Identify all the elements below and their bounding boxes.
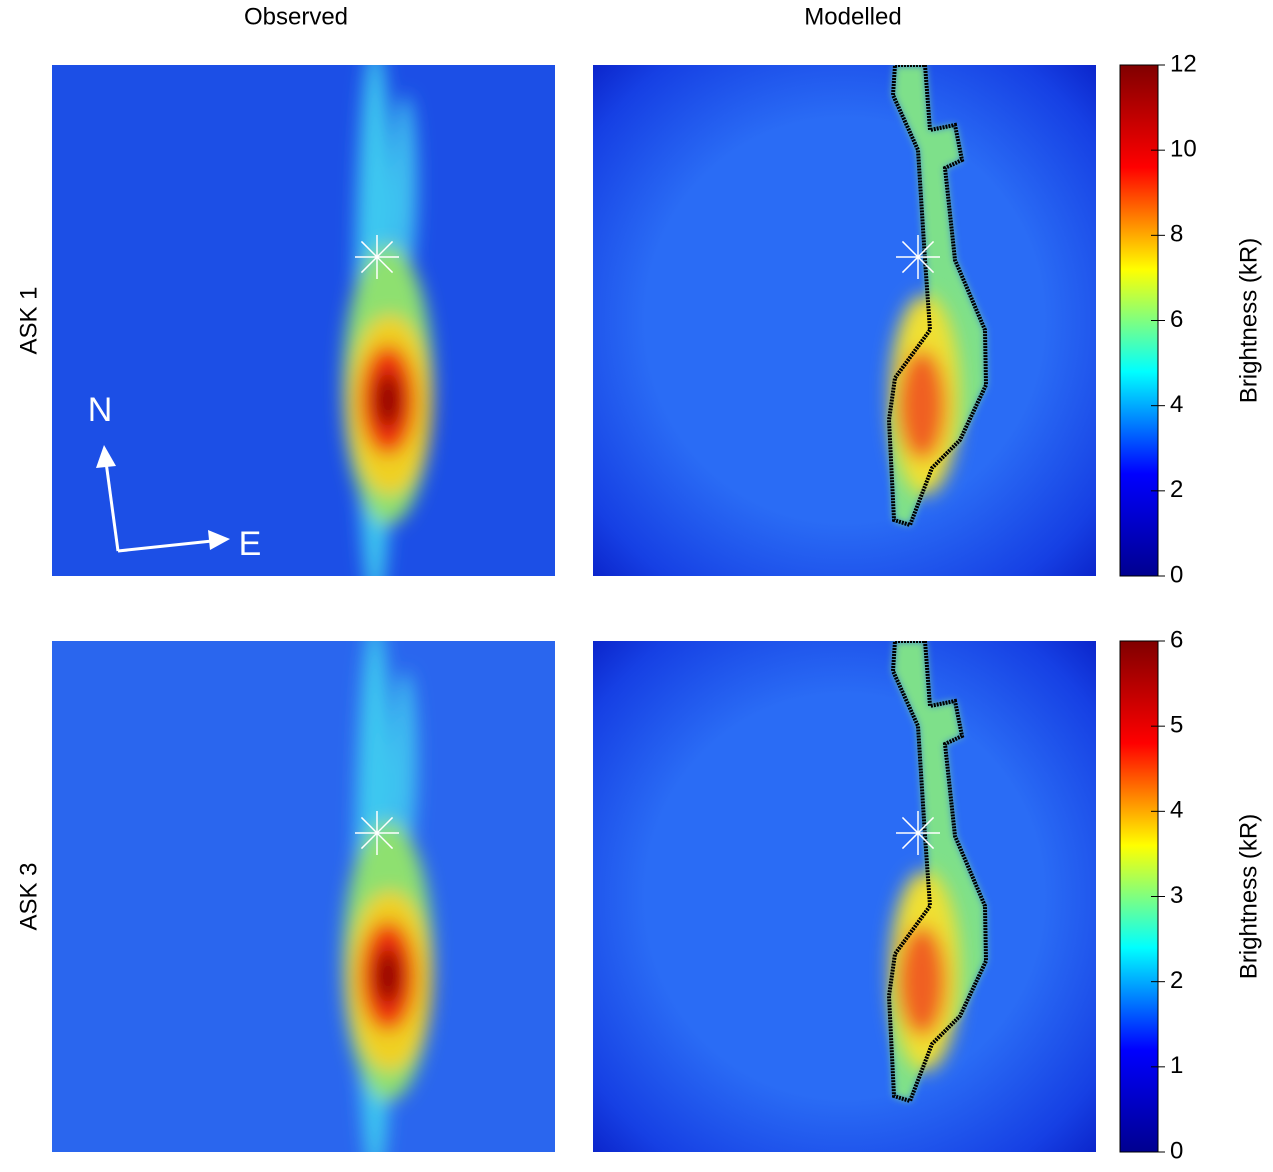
aurora (343, 65, 433, 576)
aurora-branch (393, 671, 417, 851)
compass-label: N (88, 391, 113, 429)
tick-label: 6 (1170, 306, 1183, 333)
colorbar-label: Brightness (kR) (1235, 238, 1262, 403)
image-background (593, 641, 1096, 1152)
model-hot (898, 350, 946, 460)
tick-label: 6 (1170, 626, 1183, 653)
column-title: Observed (244, 3, 348, 30)
tick-label: 1 (1170, 1052, 1183, 1079)
tick-label: 2 (1170, 476, 1183, 503)
modelled-image (593, 641, 1096, 1152)
contour (886, 641, 989, 1104)
image-background (593, 65, 1096, 576)
observed-image (52, 641, 555, 1152)
compass-head (208, 530, 230, 550)
tick-label: 4 (1170, 797, 1183, 824)
row-label: ASK 1 (15, 286, 42, 354)
compass-arrow (104, 461, 120, 552)
tick-label: 4 (1170, 391, 1183, 418)
center-marker (360, 816, 394, 850)
tick-label: 0 (1170, 1137, 1183, 1164)
tick-label: 2 (1170, 967, 1183, 994)
compass-arrow (117, 539, 213, 553)
aurora-peak (374, 948, 402, 1004)
tick-label: 12 (1170, 50, 1197, 77)
tick-label: 10 (1170, 136, 1197, 163)
compass-head (96, 445, 116, 468)
model-hot (898, 926, 946, 1036)
aurora-peak (374, 372, 402, 428)
tick-label: 3 (1170, 882, 1183, 909)
tick-label: 8 (1170, 221, 1183, 248)
center-marker (901, 816, 935, 850)
row-label: ASK 3 (15, 862, 42, 930)
image-background (52, 641, 555, 1152)
modelled-image (593, 65, 1096, 576)
image-background (52, 65, 555, 576)
compass-label: E (239, 525, 262, 563)
center-marker (901, 240, 935, 274)
model-core (890, 295, 960, 495)
observed-image (52, 65, 555, 576)
colorbar-label: Brightness (kR) (1235, 814, 1262, 979)
center-marker (360, 240, 394, 274)
tick-label: 5 (1170, 712, 1183, 739)
column-title: Modelled (804, 3, 901, 30)
aurora (343, 641, 433, 1152)
contour (886, 65, 989, 528)
aurora-branch (393, 95, 417, 275)
model-core (890, 871, 960, 1071)
tick-label: 0 (1170, 561, 1183, 588)
